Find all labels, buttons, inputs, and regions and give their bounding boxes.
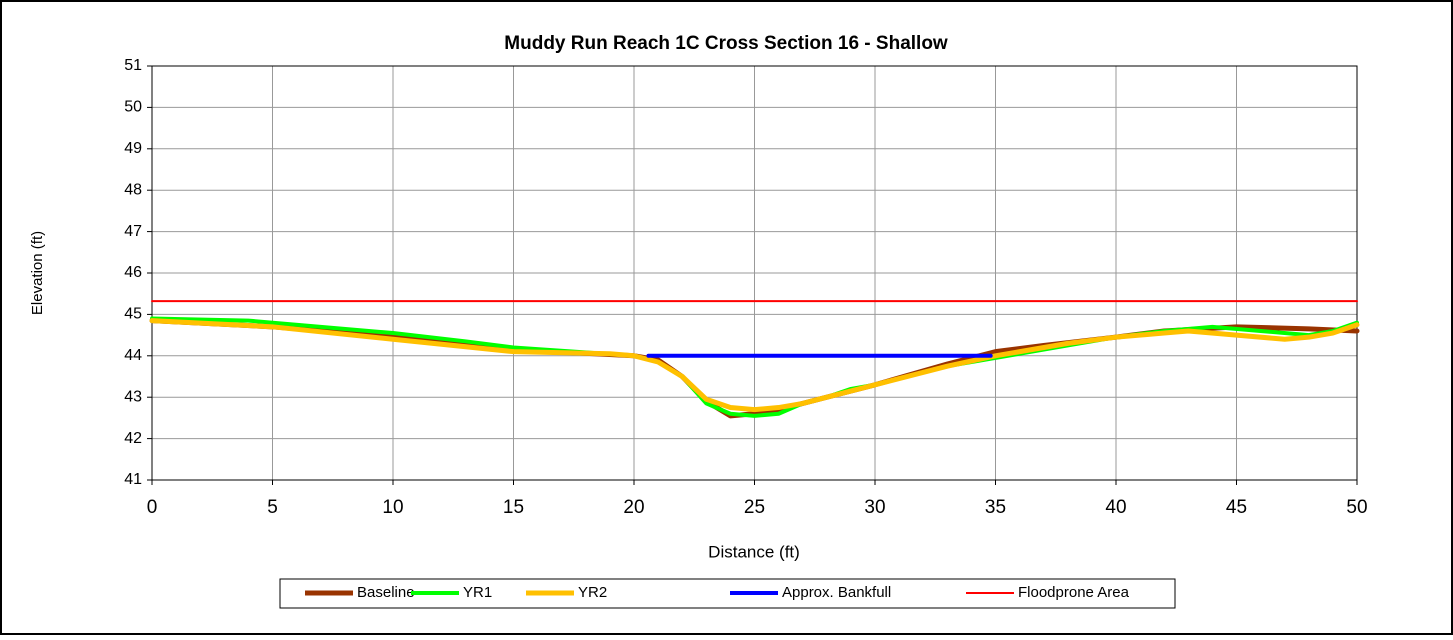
x-tick-label: 0 bbox=[147, 497, 158, 518]
y-tick-label: 50 bbox=[124, 99, 142, 116]
x-tick-label: 25 bbox=[744, 497, 765, 518]
x-tick-label: 45 bbox=[1226, 497, 1247, 518]
legend-label: Baseline bbox=[357, 584, 415, 601]
x-tick-label: 15 bbox=[503, 497, 524, 518]
y-tick-label: 51 bbox=[124, 57, 142, 74]
y-tick-label: 46 bbox=[124, 264, 142, 281]
x-tick-label: 30 bbox=[864, 497, 885, 518]
x-axis-label: Distance (ft) bbox=[708, 542, 800, 561]
x-tick-label: 40 bbox=[1105, 497, 1126, 518]
series-line bbox=[149, 318, 1360, 413]
chart-title: Muddy Run Reach 1C Cross Section 16 - Sh… bbox=[504, 33, 948, 54]
x-tick-label: 50 bbox=[1346, 497, 1367, 518]
y-tick-label: 48 bbox=[124, 181, 142, 198]
y-tick-label: 44 bbox=[124, 347, 142, 364]
x-tick-label: 10 bbox=[382, 497, 403, 518]
legend-label: Approx. Bankfull bbox=[782, 584, 891, 601]
y-tick-label: 45 bbox=[124, 306, 142, 323]
plot-border bbox=[151, 65, 1358, 481]
y-tick-label: 49 bbox=[124, 140, 142, 157]
y-axis-label: Elevation (ft) bbox=[29, 231, 46, 315]
x-tick-label: 5 bbox=[267, 497, 278, 518]
y-tick-label: 41 bbox=[124, 471, 142, 488]
x-tick-label: 35 bbox=[985, 497, 1006, 518]
x-tick-label: 20 bbox=[623, 497, 644, 518]
legend-label: YR2 bbox=[578, 584, 607, 601]
legend-label: Floodprone Area bbox=[1018, 584, 1130, 601]
y-tick-label: 42 bbox=[124, 430, 142, 447]
y-tick-label: 47 bbox=[124, 223, 142, 240]
legend-label: YR1 bbox=[463, 584, 492, 601]
y-tick-label: 43 bbox=[124, 388, 142, 405]
